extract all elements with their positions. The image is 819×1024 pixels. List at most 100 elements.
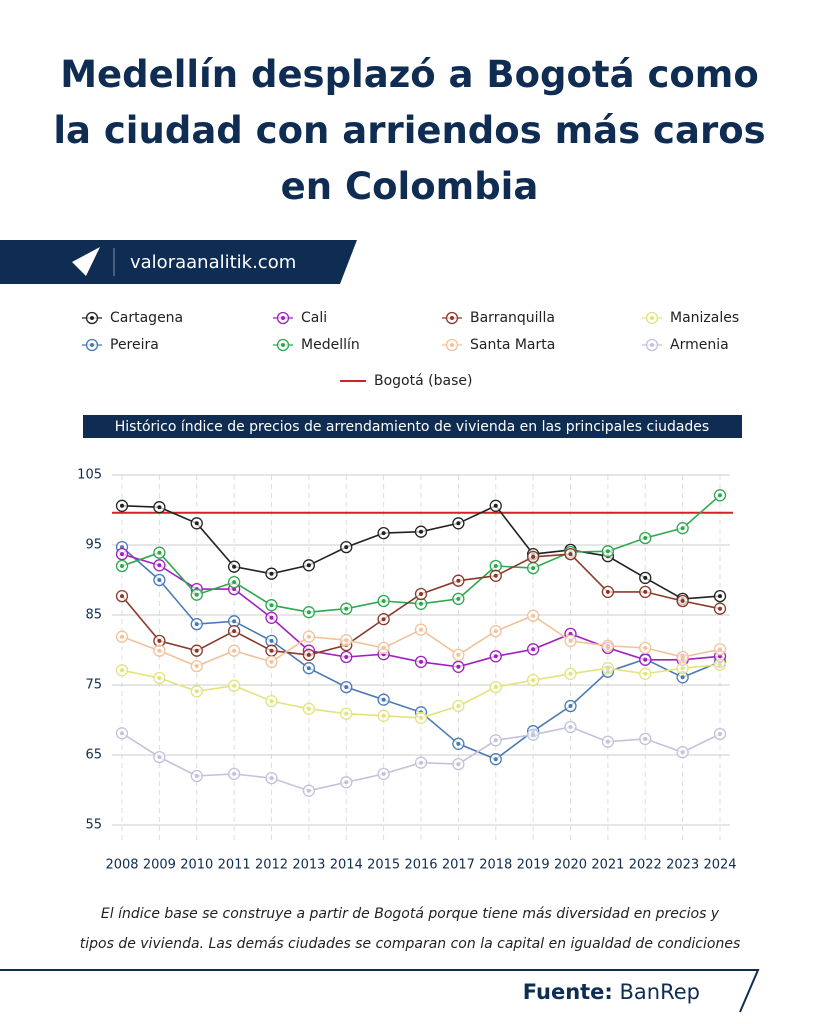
data-point bbox=[601, 585, 615, 599]
data-point-dot bbox=[232, 629, 237, 634]
source-frame bbox=[0, 969, 760, 1013]
data-point-dot bbox=[306, 788, 311, 793]
data-point-dot bbox=[269, 648, 274, 653]
data-point bbox=[489, 753, 502, 766]
data-point bbox=[564, 547, 577, 561]
data-point-dot bbox=[157, 755, 162, 760]
data-point bbox=[676, 671, 689, 684]
data-point-dot bbox=[718, 647, 722, 652]
data-point-dot bbox=[120, 564, 124, 568]
data-point-dot bbox=[718, 662, 722, 667]
data-point-dot bbox=[232, 619, 237, 624]
data-point-dot bbox=[493, 654, 498, 659]
data-point bbox=[190, 644, 203, 657]
data-point-dot bbox=[531, 566, 536, 571]
data-point bbox=[302, 648, 316, 662]
data-point bbox=[340, 680, 353, 694]
data-point bbox=[414, 623, 428, 636]
data-point-dot bbox=[381, 713, 386, 718]
legend-marker bbox=[445, 338, 459, 352]
data-point-dot bbox=[344, 685, 349, 690]
y-tick-label: 75 bbox=[85, 678, 102, 693]
data-point-dot bbox=[419, 760, 423, 765]
x-tick-label: 2009 bbox=[143, 858, 176, 873]
data-point-dot bbox=[605, 549, 610, 554]
data-point bbox=[227, 575, 241, 589]
data-point-dot bbox=[232, 771, 237, 776]
data-point-dot bbox=[232, 648, 237, 653]
legend-label: Bogotá (base) bbox=[374, 373, 472, 389]
data-point bbox=[302, 606, 316, 619]
y-tick-label: 95 bbox=[85, 538, 102, 553]
data-point bbox=[526, 561, 540, 575]
brand-logo bbox=[72, 247, 100, 276]
data-point bbox=[115, 630, 129, 643]
brand-name: valoraanalitik.com bbox=[130, 252, 296, 273]
data-point bbox=[489, 569, 502, 582]
legend-marker bbox=[645, 338, 659, 352]
x-tick-label: 2021 bbox=[591, 858, 624, 873]
data-point bbox=[227, 560, 241, 573]
data-point-dot bbox=[568, 725, 573, 729]
x-tick-label: 2020 bbox=[554, 858, 587, 873]
x-tick-label: 2019 bbox=[517, 858, 550, 873]
data-point bbox=[265, 644, 278, 657]
data-point bbox=[153, 501, 166, 514]
data-point-dot bbox=[194, 592, 199, 597]
data-point-dot bbox=[419, 659, 423, 664]
data-point bbox=[302, 630, 316, 643]
data-point bbox=[227, 644, 241, 657]
plot-area bbox=[112, 474, 733, 840]
data-point bbox=[340, 634, 353, 647]
data-point bbox=[227, 767, 241, 781]
legend-item: Medellín bbox=[273, 337, 360, 353]
data-point-dot bbox=[306, 706, 311, 711]
y-tick-label: 55 bbox=[85, 818, 102, 833]
data-point bbox=[265, 599, 278, 612]
data-point bbox=[340, 540, 353, 554]
data-point-dot bbox=[381, 599, 386, 603]
data-point bbox=[227, 624, 241, 638]
data-point bbox=[676, 522, 689, 535]
data-point bbox=[676, 746, 689, 759]
data-point-dot bbox=[605, 589, 610, 594]
data-point-dot bbox=[531, 678, 536, 683]
data-point bbox=[302, 784, 316, 797]
data-point-dot bbox=[718, 606, 722, 611]
data-point-dot bbox=[605, 643, 610, 648]
data-point bbox=[414, 711, 428, 725]
data-point-dot bbox=[344, 655, 349, 659]
data-point-dot bbox=[643, 736, 648, 741]
x-tick-label: 2008 bbox=[105, 858, 138, 873]
data-point-dot bbox=[680, 526, 685, 531]
data-point-dot bbox=[605, 739, 610, 744]
data-point bbox=[489, 650, 502, 663]
legend-label: Cartagena bbox=[110, 310, 183, 326]
y-tick-label: 85 bbox=[85, 608, 102, 623]
data-point bbox=[115, 547, 129, 561]
data-point-dot bbox=[381, 645, 386, 650]
data-point-dot bbox=[419, 627, 423, 632]
data-point-dot bbox=[344, 638, 349, 643]
data-point bbox=[265, 771, 278, 785]
data-point bbox=[452, 592, 465, 606]
data-point bbox=[340, 650, 353, 664]
data-point-dot bbox=[157, 578, 162, 582]
data-point-dot bbox=[306, 563, 311, 568]
data-point bbox=[340, 602, 353, 615]
data-point bbox=[265, 567, 278, 580]
data-point-dot bbox=[456, 664, 461, 669]
note-line: tipos de vivienda. Las demás ciudades se… bbox=[80, 936, 740, 952]
legend-item: Pereira bbox=[82, 337, 159, 353]
data-point bbox=[452, 660, 465, 673]
data-point bbox=[227, 679, 241, 692]
legend-marker bbox=[276, 338, 290, 352]
data-point-dot bbox=[531, 732, 536, 737]
legend-marker bbox=[445, 311, 459, 325]
data-point-dot bbox=[456, 578, 461, 583]
data-point bbox=[153, 573, 166, 587]
data-point-dot bbox=[568, 704, 573, 708]
data-point bbox=[526, 728, 540, 741]
data-point-dot bbox=[157, 563, 162, 568]
